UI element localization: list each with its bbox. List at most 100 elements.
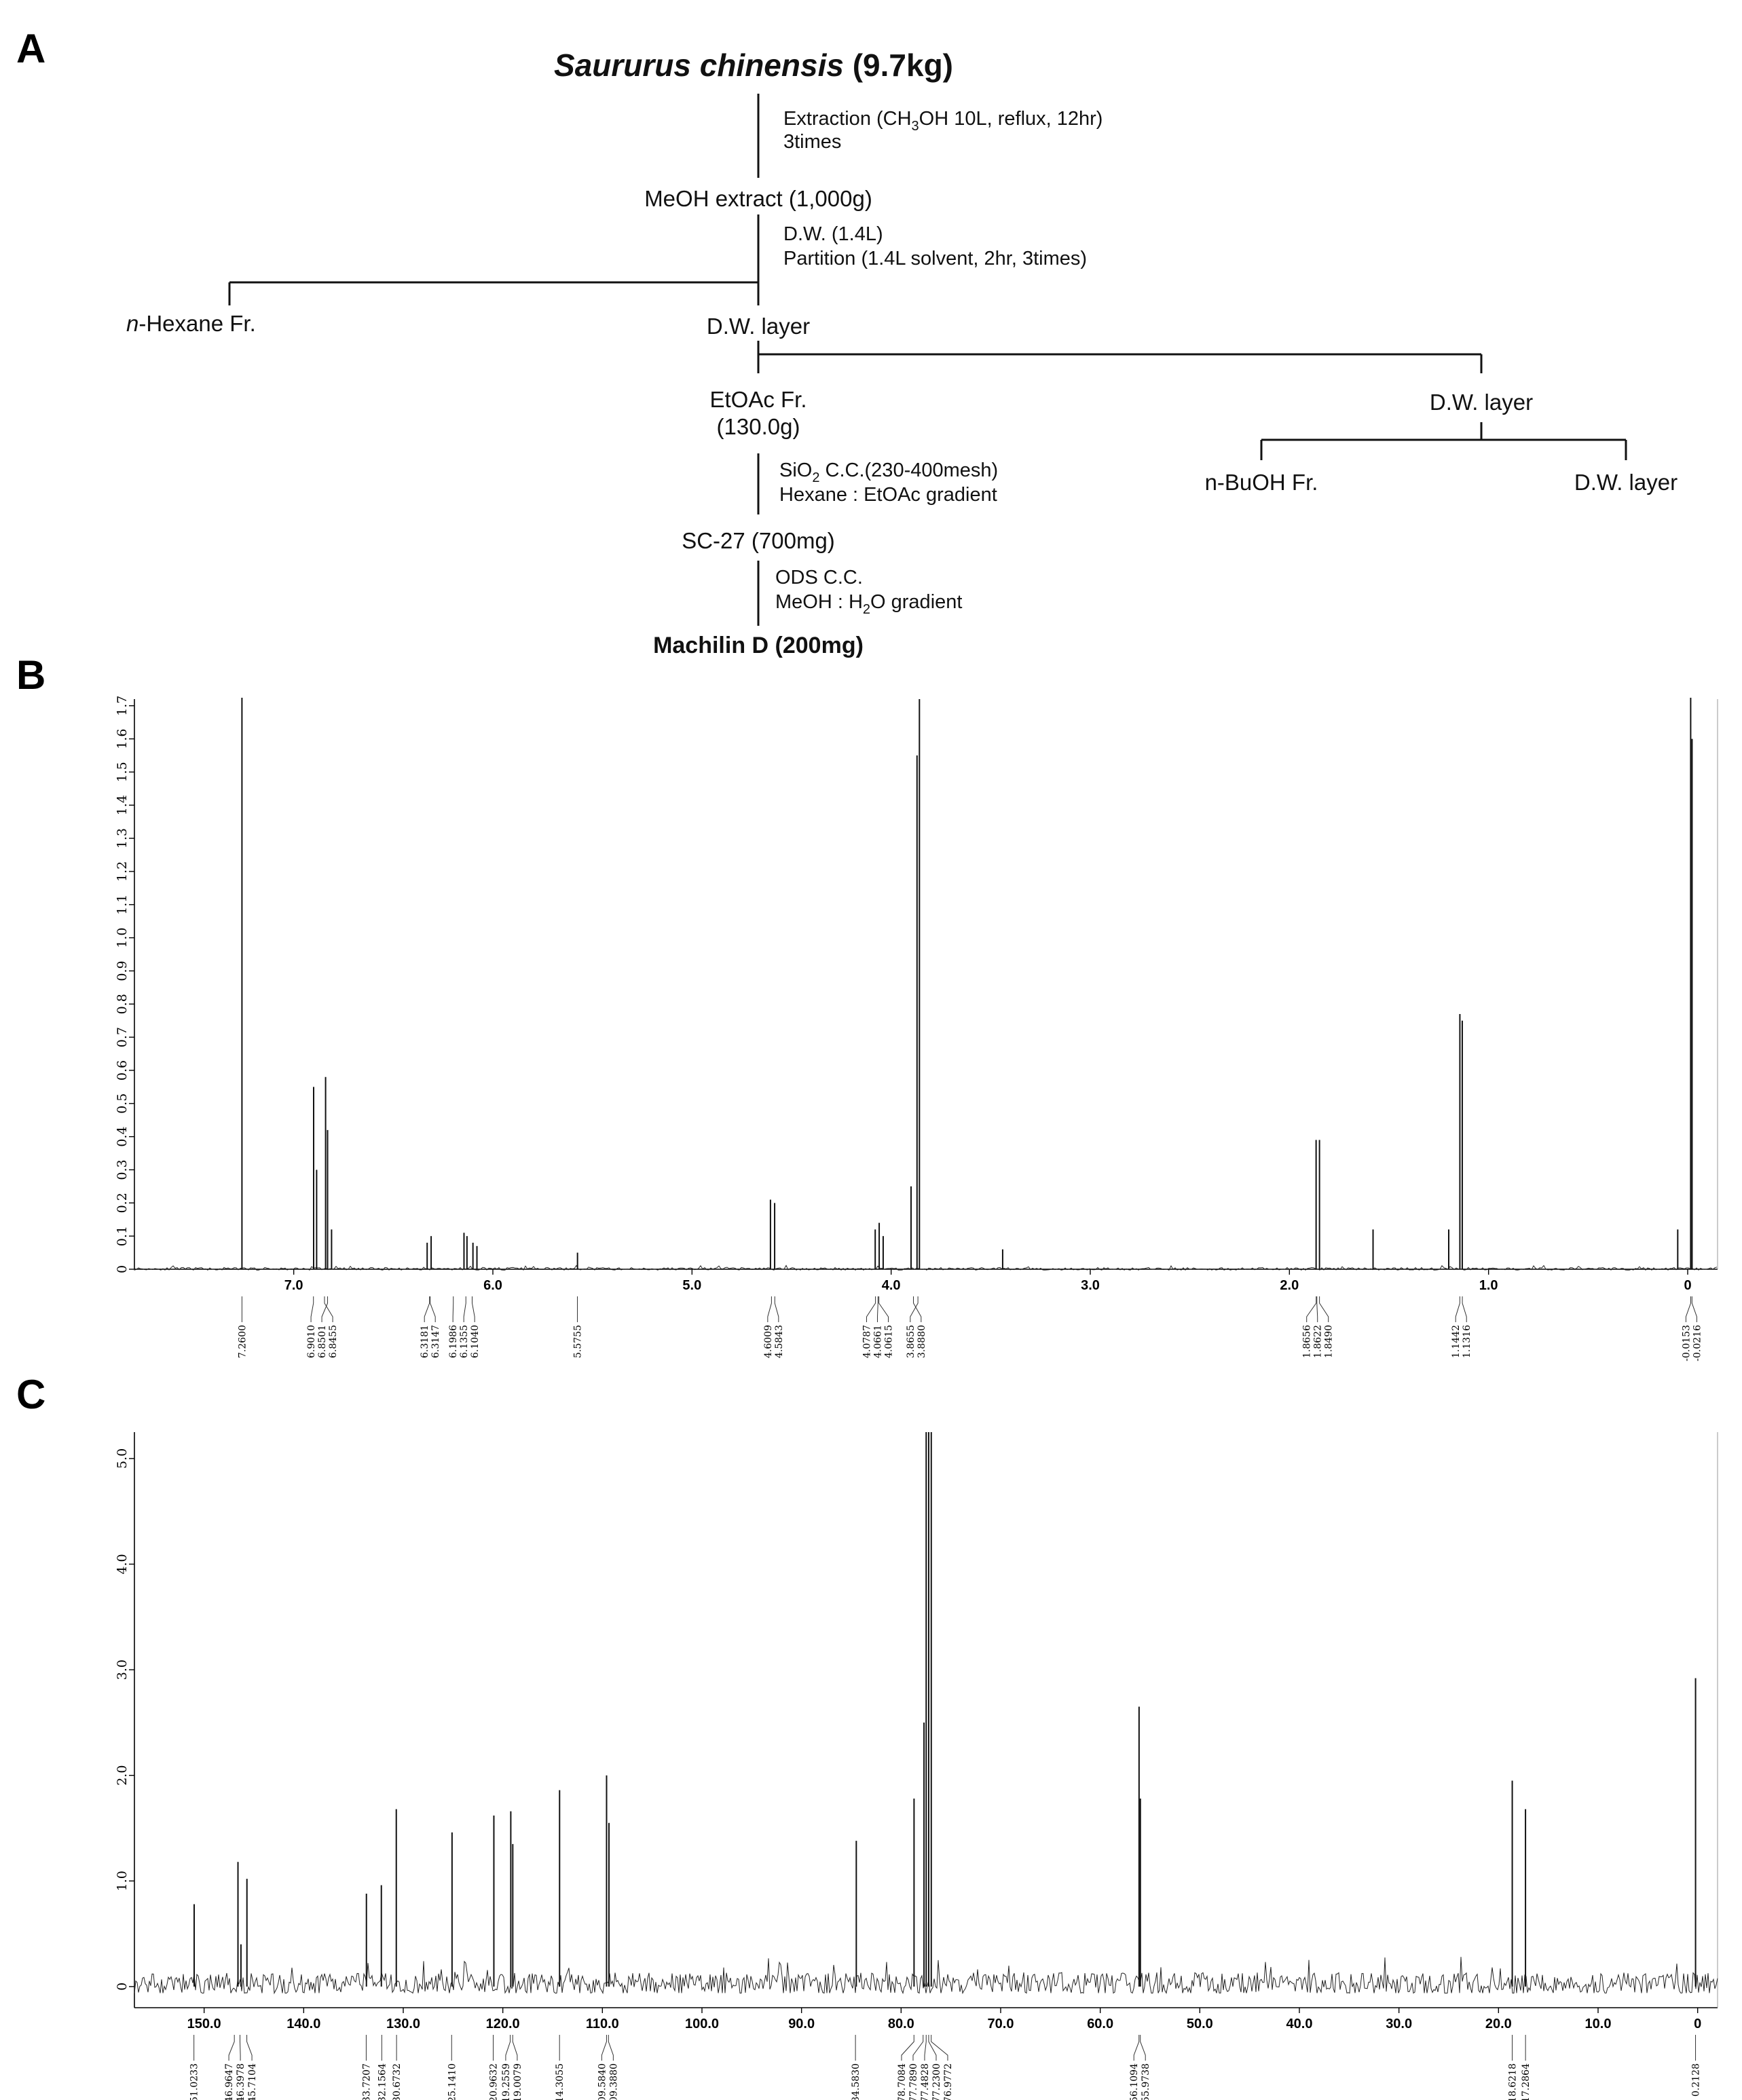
ods-column-note: ODS C.C.	[775, 567, 863, 588]
peak-leader-line	[931, 2035, 948, 2061]
peak-shift-label: 3.8880	[916, 1325, 927, 1358]
peak-leader-line	[912, 2035, 924, 2061]
peak-shift-label: 77.4828	[920, 2063, 931, 2100]
x-tick-label: 130.0	[386, 2017, 420, 2031]
extraction-repeats: 3times	[783, 131, 841, 153]
x-tick-label: 4.0	[882, 1278, 901, 1293]
meoh-h2o-subscript: 2	[863, 602, 870, 617]
y-tick-label: 0.4	[115, 1127, 130, 1147]
x-tick-label: 150.0	[187, 2017, 221, 2031]
peak-leader-line	[608, 2035, 614, 2061]
x-tick-label: 30.0	[1386, 2017, 1412, 2031]
peak-leader-line	[424, 1296, 430, 1322]
peak-shift-label: 6.9010	[306, 1325, 317, 1358]
peak-leader-line	[321, 1296, 329, 1322]
peak-shift-label: 119.2559	[501, 2063, 512, 2100]
peak-leader-line	[1691, 1296, 1697, 1322]
x-tick-label: 50.0	[1187, 2017, 1213, 2031]
dw-layer-label-3: D.W. layer	[1574, 470, 1678, 495]
y-tick-label: 1.7	[115, 696, 130, 716]
peak-leader-line	[471, 1296, 475, 1322]
y-tick-label: 0.1	[115, 1226, 130, 1246]
peak-shift-label: 4.0787	[861, 1325, 872, 1358]
x-tick-label: 6.0	[483, 1278, 502, 1293]
hexane-text: -Hexane Fr.	[138, 311, 255, 336]
peak-leader-line	[1462, 1296, 1467, 1322]
peak-leader-line	[1455, 1296, 1460, 1322]
peak-leader-line	[1316, 1296, 1318, 1322]
extraction-text-b: OH 10L, reflux, 12hr)	[919, 108, 1103, 130]
etoac-fraction-mass: (130.0g)	[717, 414, 800, 439]
hexane-italic-n: n	[126, 311, 138, 336]
peak-shift-label: 55.9738	[1141, 2063, 1151, 2100]
x-tick-label: 5.0	[682, 1278, 701, 1293]
x-tick-label: 110.0	[586, 2017, 619, 2031]
peak-shift-label: 146.3978	[236, 2063, 246, 2100]
peak-shift-label: 6.8455	[328, 1325, 339, 1358]
y-tick-label: 1.1	[115, 895, 130, 915]
peak-leader-line	[876, 1296, 878, 1322]
peak-shift-label: 109.5840	[597, 2063, 608, 2100]
peak-shift-label: 125.1410	[447, 2063, 458, 2100]
scheme-title-mass: (9.7kg)	[844, 48, 953, 83]
peak-leader-line	[1685, 1296, 1691, 1322]
meoh-h2o-text-a: MeOH : H	[775, 591, 863, 613]
peak-shift-label: 4.0661	[872, 1325, 883, 1358]
y-tick-label: 5.0	[115, 1448, 130, 1469]
peak-leader-line	[901, 2035, 914, 2061]
peak-leader-line	[910, 1296, 919, 1322]
peak-shift-label: 1.1316	[1462, 1325, 1472, 1358]
x-tick-label: 90.0	[788, 2017, 815, 2031]
peak-leader-line	[767, 1296, 772, 1322]
extraction-conditions: Extraction (CH3OH 10L, reflux, 12hr)	[783, 108, 1102, 134]
partition-note: Partition (1.4L solvent, 2hr, 3times)	[783, 248, 1087, 269]
peak-shift-label: 1.8490	[1324, 1325, 1335, 1358]
isolation-scheme	[228, 94, 1627, 626]
y-tick-label: 3.0	[115, 1660, 130, 1680]
x-tick-label: 2.0	[1280, 1278, 1299, 1293]
peak-shift-label: -0.0153	[1681, 1325, 1692, 1362]
x-tick-label: 20.0	[1485, 2017, 1512, 2031]
peak-shift-label: 114.3055	[555, 2063, 566, 2100]
panel-label-c: C	[16, 1372, 45, 1417]
x-tick-label: 100.0	[685, 2017, 719, 2031]
x-tick-label: 140.0	[286, 2017, 320, 2031]
y-tick-label: 0.9	[115, 960, 130, 981]
peak-leader-line	[774, 1296, 779, 1322]
product-label: Machilin D (200mg)	[653, 633, 864, 658]
extraction-text-a: Extraction (CH	[783, 108, 912, 130]
x-tick-label: 40.0	[1286, 2017, 1313, 2031]
extraction-subscript: 3	[912, 119, 919, 134]
y-tick-label: 0.2	[115, 1193, 130, 1213]
y-tick-label: 1.4	[115, 795, 130, 815]
butanol-fraction-label: n-BuOH Fr.	[1205, 470, 1318, 495]
sio2-text-b: C.C.(230-400mesh)	[819, 460, 998, 481]
y-tick-label: 0.3	[115, 1159, 130, 1180]
peak-shift-label: 120.9632	[489, 2063, 500, 2100]
peak-shift-label: 6.8501	[317, 1325, 328, 1358]
peak-leader-line	[1133, 2035, 1140, 2061]
h-nmr-spectrum: 0 0.1 0.2 0.3 0.4 0.5 0.6 0.7 0.8 0.9 1.0 1.1 1.2 1.3…	[115, 696, 1718, 1362]
y-tick-label: 4.0	[115, 1554, 130, 1574]
hexane-gradient-note: Hexane : EtOAc gradient	[779, 484, 997, 506]
y-tick-label: 0.6	[115, 1060, 130, 1081]
y-tick-label: 2.0	[115, 1765, 130, 1786]
peak-shift-label: 6.3147	[430, 1325, 441, 1358]
dw-layer-label-2: D.W. layer	[1430, 390, 1533, 415]
x-tick-label: 70.0	[988, 2017, 1014, 2031]
peak-leader-line	[924, 2035, 927, 2061]
peak-shift-label: 109.3880	[608, 2063, 619, 2100]
panel-label-b: B	[16, 652, 45, 698]
x-tick-label: 3.0	[1081, 1278, 1100, 1293]
peak-leader-line	[913, 1296, 922, 1322]
peak-shift-label: 6.1355	[459, 1325, 470, 1358]
x-tick-label: 1.0	[1479, 1278, 1498, 1293]
meoh-h2o-gradient-note: MeOH : H2O gradient	[775, 591, 962, 617]
peak-shift-label: 146.9647	[224, 2063, 235, 2100]
y-tick-label: 1.6	[115, 728, 130, 749]
x-tick-label: 60.0	[1087, 2017, 1113, 2031]
x-tick-label: 80.0	[888, 2017, 914, 2031]
peak-shift-label: 3.8655	[906, 1325, 916, 1358]
peak-leader-line	[601, 2035, 607, 2061]
y-tick-label: 1.0	[115, 928, 130, 948]
